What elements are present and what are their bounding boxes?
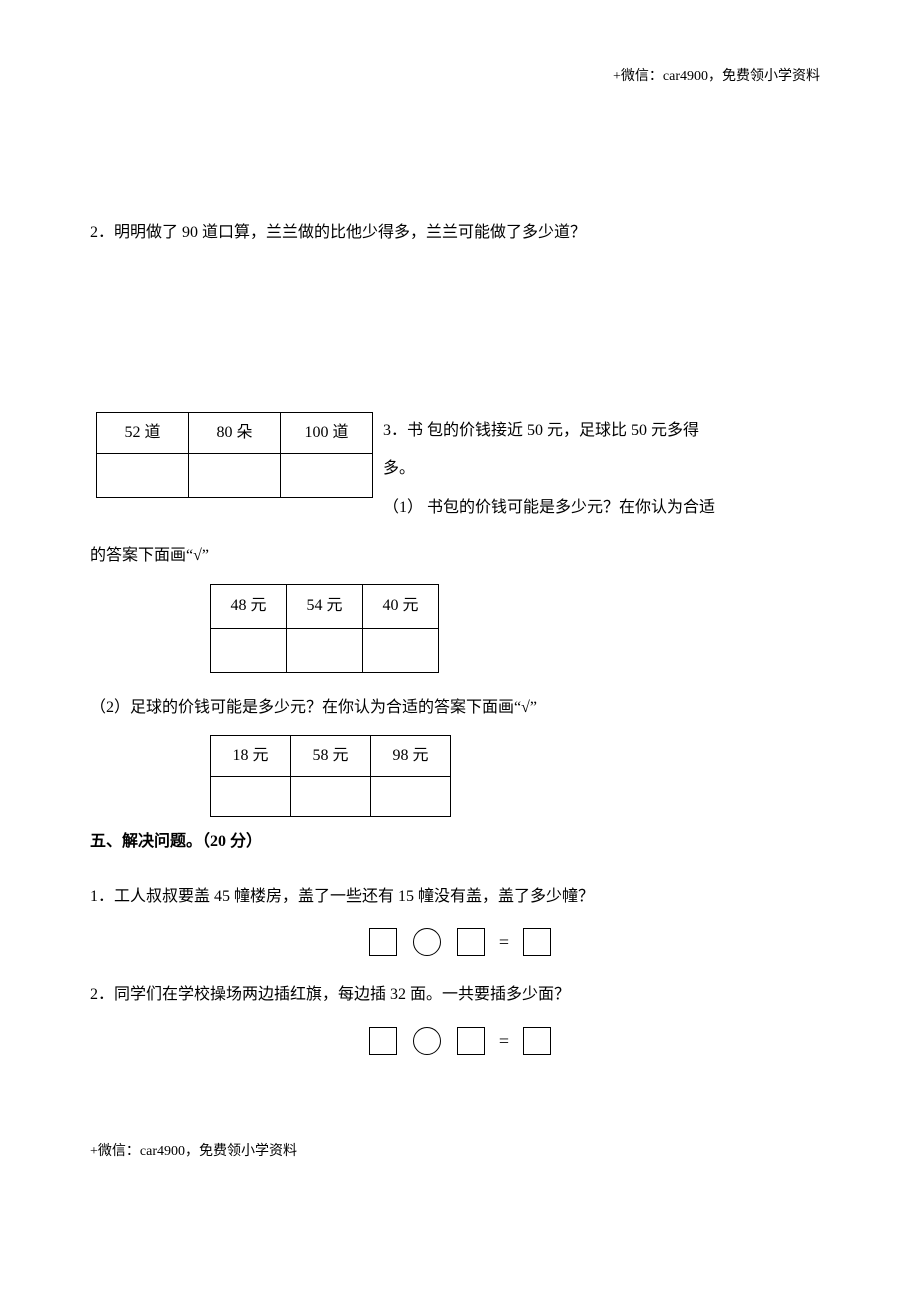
q3-lead-before: 3．书 bbox=[383, 422, 423, 439]
q3-t1-ans-1[interactable] bbox=[97, 454, 189, 498]
q3-sub2: （2）足球的价钱可能是多少元？在你认为合适的答案下面画“√” bbox=[90, 689, 830, 727]
blank-square-icon[interactable] bbox=[523, 1027, 551, 1055]
blank-circle-icon[interactable] bbox=[413, 1027, 441, 1055]
blank-square-icon[interactable] bbox=[457, 1027, 485, 1055]
q3-sub1-tail: 的答案下面画“√” bbox=[90, 537, 830, 575]
q3-t3-cell-1: 18 元 bbox=[211, 735, 291, 776]
q3-t2-cell-3: 40 元 bbox=[363, 584, 439, 628]
blank-square-icon[interactable] bbox=[457, 928, 485, 956]
question-2: 2．明明做了 90 道口算，兰兰做的比他少得多，兰兰可能做了多少道？ bbox=[90, 214, 830, 252]
q3-table-2: 48 元 54 元 40 元 bbox=[210, 584, 439, 673]
q3-sub1-after: 书包的价钱可能是多少元？在你认为合适 bbox=[427, 499, 715, 516]
q3-t2-cell-2: 54 元 bbox=[287, 584, 363, 628]
q3-t2-ans-3[interactable] bbox=[363, 628, 439, 672]
q3-t1-cell-1: 52 道 bbox=[97, 412, 189, 453]
q3-table-3: 18 元 58 元 98 元 bbox=[210, 735, 451, 817]
q3-t3-ans-1[interactable] bbox=[211, 777, 291, 817]
blank-square-icon[interactable] bbox=[369, 1027, 397, 1055]
q3-t2-ans-1[interactable] bbox=[211, 628, 287, 672]
blank-circle-icon[interactable] bbox=[413, 928, 441, 956]
q3-t3-cell-2: 58 元 bbox=[291, 735, 371, 776]
q3-t2-ans-2[interactable] bbox=[287, 628, 363, 672]
answer-space-q2 bbox=[90, 252, 830, 412]
q3-t1-cell-3: 100 道 bbox=[281, 412, 373, 453]
q3-table-1: 52 道 80 朵 100 道 bbox=[96, 412, 373, 498]
question-3-block: 3．书 52 道 80 朵 100 道 包的价钱接近 50 元，足球比 50 元… bbox=[90, 412, 830, 527]
blank-square-icon[interactable] bbox=[523, 928, 551, 956]
blank-square-icon[interactable] bbox=[369, 928, 397, 956]
q3-t3-ans-2[interactable] bbox=[291, 777, 371, 817]
q3-lead-line2: 多。 bbox=[383, 460, 415, 477]
q3-t1-cell-2: 80 朵 bbox=[189, 412, 281, 453]
section-5-title: 五、解决问题。（20 分） bbox=[90, 823, 830, 861]
footer-note: +微信：car4900，免费领小学资料 bbox=[90, 1135, 830, 1169]
equation-blank-1: = bbox=[90, 928, 830, 956]
section-5-q2: 2．同学们在学校操场两边插红旗，每边插 32 面。一共要插多少面？ bbox=[90, 976, 830, 1014]
q3-t3-cell-3: 98 元 bbox=[371, 735, 451, 776]
equals-sign: = bbox=[499, 933, 509, 951]
section-5-q1: 1．工人叔叔要盖 45 幢楼房，盖了一些还有 15 幢没有盖，盖了多少幢？ bbox=[90, 878, 830, 916]
q3-t2-cell-1: 48 元 bbox=[211, 584, 287, 628]
q3-t1-ans-2[interactable] bbox=[189, 454, 281, 498]
q3-t1-ans-3[interactable] bbox=[281, 454, 373, 498]
header-note: +微信：car4900，免费领小学资料 bbox=[90, 60, 830, 94]
q3-lead-after-1: 包的价钱接近 50 元，足球比 50 元多得 bbox=[427, 422, 699, 439]
q3-t3-ans-3[interactable] bbox=[371, 777, 451, 817]
equation-blank-2: = bbox=[90, 1027, 830, 1055]
equals-sign: = bbox=[499, 1032, 509, 1050]
q3-sub1-before: （1） bbox=[383, 499, 423, 516]
